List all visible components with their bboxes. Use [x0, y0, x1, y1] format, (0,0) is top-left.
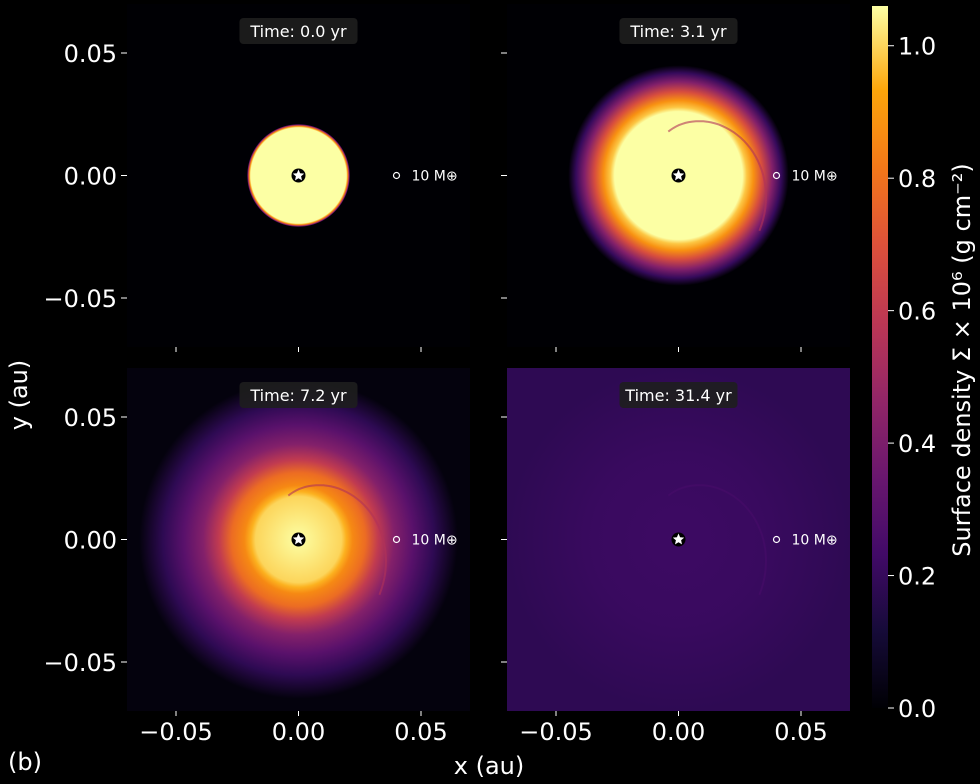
planet-marker — [772, 535, 781, 544]
y-tick-label: −0.05 — [43, 649, 117, 677]
planet-label: 10 M⊕ — [412, 169, 458, 185]
colorbar-ticks: 0.0 0.2 0.4 0.6 0.8 1.0 — [888, 33, 936, 723]
planet-marker — [392, 171, 401, 180]
time-box — [239, 382, 358, 408]
star-icon — [292, 533, 305, 545]
colorbar-tick-label: 0.8 — [898, 165, 936, 193]
y-tick-label: 0.00 — [64, 527, 117, 555]
colorbar-tick-label: 0.0 — [898, 695, 936, 723]
star-icon — [672, 533, 685, 545]
x-axis-title: x (au) — [454, 752, 524, 780]
panel-2: 10 M⊕ Time: 3.1 yr — [507, 4, 850, 347]
time-label: Time: 3.1 yr — [629, 22, 727, 41]
time-box — [619, 18, 738, 44]
colorbar-title: Surface density Σ × 10⁶ (g cm⁻²) — [948, 163, 976, 556]
wake-spiral — [667, 120, 768, 232]
planet-marker — [392, 535, 401, 544]
panel-4: 10 M⊕ Time: 31.4 yr — [507, 368, 850, 711]
x-tick-label: −0.05 — [139, 718, 213, 746]
planet-label: 10 M⊕ — [792, 169, 838, 185]
wake-spiral — [667, 484, 768, 596]
x-tick-label: 0.00 — [272, 718, 325, 746]
colorbar-tick-label: 0.2 — [898, 563, 936, 591]
x-tick-label: 0.00 — [652, 718, 705, 746]
y-axis: 0.05 0.05 0.00 0.00 −0.05 −0.05 — [43, 40, 507, 677]
time-label: Time: 7.2 yr — [249, 386, 347, 405]
panel-label: (b) — [8, 748, 42, 776]
time-label: Time: 31.4 yr — [624, 386, 732, 405]
colorbar-tick-label: 1.0 — [898, 33, 936, 61]
colorbar — [872, 6, 888, 708]
y-tick-label: 0.05 — [64, 40, 117, 68]
y-tick-label: −0.05 — [43, 285, 117, 313]
panels-group: 10 M⊕ Time: 0.0 yr 10 M⊕ Time: 3.1 yr 10 M⊕ T… — [127, 4, 850, 711]
y-tick-label: 0.00 — [64, 163, 117, 191]
star-icon — [292, 169, 305, 181]
time-box — [239, 18, 358, 44]
x-tick-label: 0.05 — [394, 718, 447, 746]
panel-3: 10 M⊕ Time: 7.2 yr — [127, 368, 470, 711]
x-tick-label: 0.05 — [774, 718, 827, 746]
time-box — [619, 382, 738, 408]
time-label: Time: 0.0 yr — [249, 22, 347, 41]
panel-1: 10 M⊕ Time: 0.0 yr — [127, 4, 470, 347]
planet-label: 10 M⊕ — [792, 533, 838, 549]
planet-marker — [772, 171, 781, 180]
colorbar-tick-label: 0.4 — [898, 430, 936, 458]
planet-label: 10 M⊕ — [412, 533, 458, 549]
y-tick-label: 0.05 — [64, 404, 117, 432]
wake-spiral — [287, 484, 388, 596]
y-axis-title: y (au) — [5, 360, 33, 430]
x-axis: −0.05 −0.05 0.00 0.00 0.05 0.05 — [139, 347, 828, 746]
x-tick-label: −0.05 — [519, 718, 593, 746]
colorbar-tick-label: 0.6 — [898, 298, 936, 326]
colorbar-gradient — [872, 6, 888, 708]
star-icon — [672, 169, 685, 181]
